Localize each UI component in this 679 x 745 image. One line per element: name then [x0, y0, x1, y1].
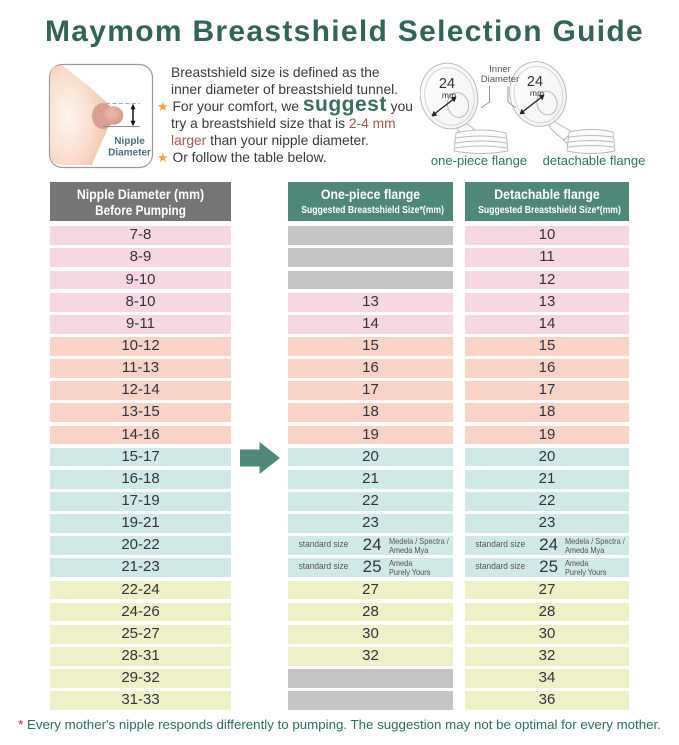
svg-text:mm: mm — [442, 90, 456, 100]
svg-text:24: 24 — [527, 74, 543, 90]
svg-text:Diameter: Diameter — [108, 148, 151, 159]
svg-text:mm: mm — [530, 88, 544, 98]
svg-text:Nipple: Nipple — [114, 136, 145, 147]
svg-text:Diameter: Diameter — [481, 74, 520, 85]
svg-text:24: 24 — [439, 76, 455, 92]
svg-text:Inner: Inner — [489, 64, 511, 75]
